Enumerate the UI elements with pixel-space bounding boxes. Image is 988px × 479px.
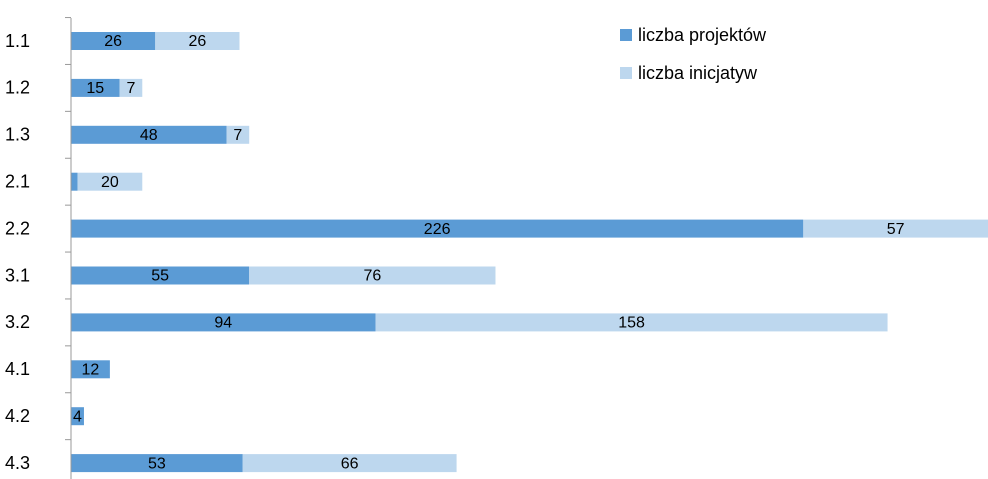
y-tick-label: 3.1 [5, 265, 30, 285]
bar-segment [803, 219, 988, 238]
data-label: 7 [233, 127, 242, 144]
y-tick-label: 1.2 [5, 78, 30, 98]
y-tick-label: 1.1 [5, 31, 30, 51]
y-tick-label: 4.1 [5, 359, 30, 379]
bar-segment [71, 407, 84, 426]
bar-segment [226, 125, 250, 144]
bar-segment [71, 313, 376, 332]
bar-segment [71, 219, 804, 238]
y-tick-label: 4.3 [5, 453, 30, 473]
data-label: 4 [73, 408, 82, 425]
legend-label: liczba inicjatyw [638, 63, 758, 83]
data-label: 55 [151, 268, 169, 285]
data-label: 7 [126, 80, 135, 97]
data-label: 158 [618, 315, 645, 332]
bar-segment [71, 125, 227, 144]
data-label: 94 [214, 315, 232, 332]
y-tick-label: 4.2 [5, 406, 30, 426]
bar-segment [77, 172, 143, 191]
bar-segment [249, 266, 496, 285]
bar-segment [242, 454, 457, 473]
y-tick-label: 1.3 [5, 125, 30, 145]
data-label: 53 [148, 455, 166, 472]
data-label: 15 [86, 80, 104, 97]
legend-swatch [620, 67, 632, 79]
data-label: 26 [188, 33, 206, 50]
data-label: 226 [424, 221, 451, 238]
bar-segment [71, 454, 243, 473]
legend-label: liczba projektów [638, 25, 767, 45]
bar-segment [155, 32, 240, 50]
bar-segment [119, 78, 143, 97]
data-label: 57 [887, 221, 905, 238]
data-label: 66 [341, 455, 359, 472]
data-label: 48 [140, 127, 158, 144]
y-tick-label: 3.2 [5, 312, 30, 332]
bar-segment [71, 172, 78, 191]
legend-swatch [620, 29, 632, 41]
bar-segment [71, 360, 110, 379]
bar-segment [375, 313, 888, 332]
data-label: 26 [104, 33, 122, 50]
bar-segment [71, 266, 250, 285]
bar-segment [71, 78, 120, 97]
bar-segment [71, 32, 156, 50]
data-label: 76 [363, 268, 381, 285]
y-tick-label: 2.1 [5, 171, 30, 191]
y-tick-label: 2.2 [5, 218, 30, 238]
data-label: 20 [101, 174, 119, 191]
data-label: 12 [82, 362, 100, 379]
